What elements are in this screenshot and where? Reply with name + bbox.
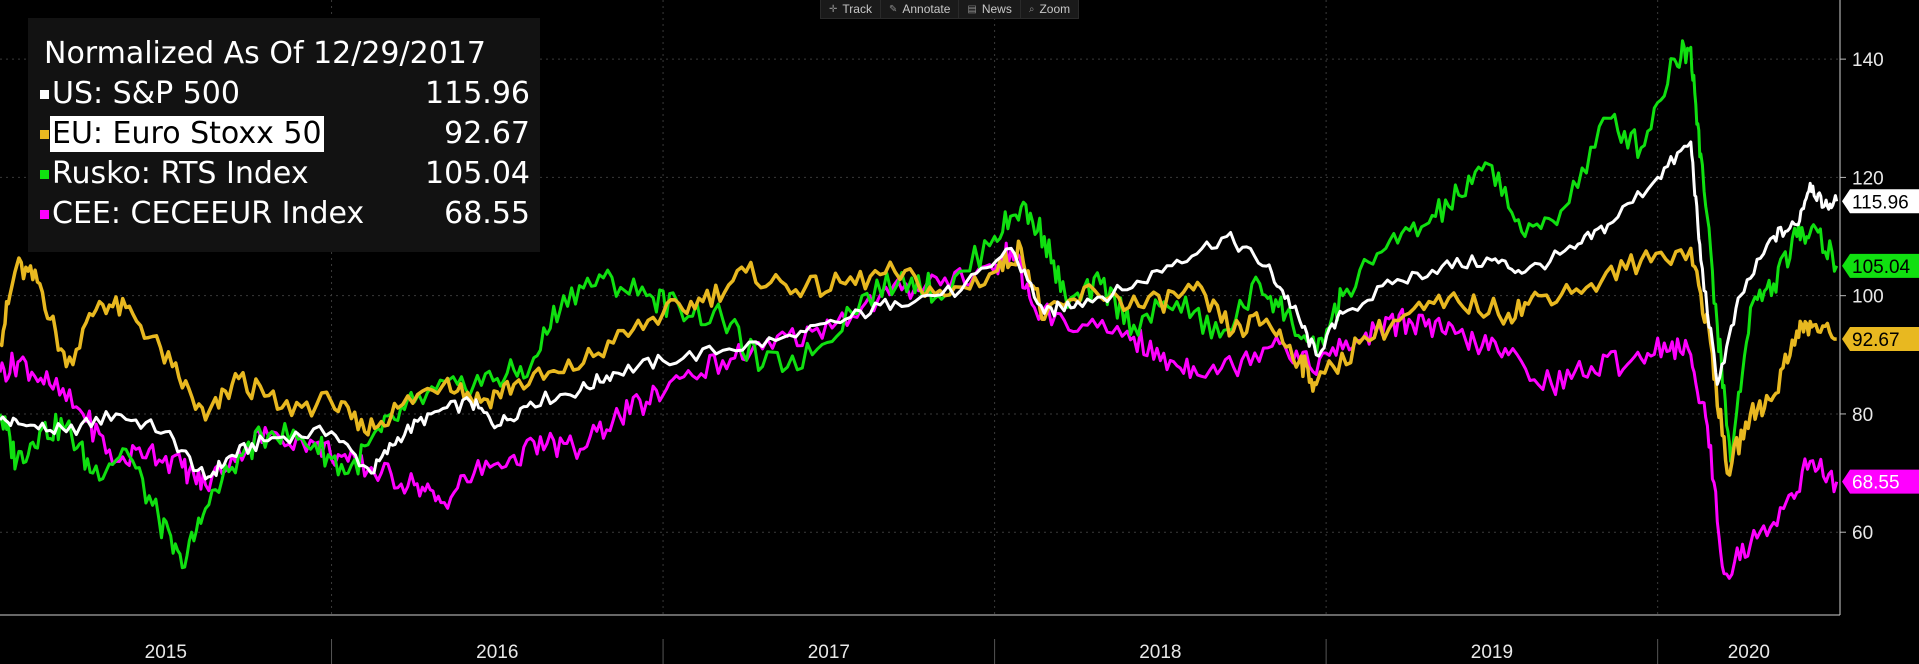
- last-value-badge: 115.96: [1842, 189, 1919, 214]
- y-tick-label: 140: [1852, 50, 1884, 71]
- legend-series-name: CEE: CECEEUR Index: [52, 196, 365, 231]
- last-value-badge: 92.67: [1842, 327, 1919, 352]
- annotate-label: Annotate: [902, 2, 951, 16]
- series-line: [0, 140, 1839, 481]
- series-line: [0, 39, 1839, 570]
- last-value-label: 68.55: [1852, 473, 1900, 494]
- y-tick-label: 100: [1852, 287, 1884, 308]
- legend-entry: Rusko: RTS Index 105.04: [40, 156, 530, 196]
- legend-series-name: EU: Euro Stoxx 50: [50, 116, 324, 152]
- legend-swatch: [40, 210, 49, 219]
- last-value-badge-bg: [1842, 327, 1919, 352]
- legend-series-value: 105.04: [425, 156, 530, 191]
- x-tick-label: 2018: [1139, 642, 1181, 663]
- legend-entry: US: S&P 500 115.96: [40, 76, 530, 116]
- x-tick-label: 2020: [1728, 642, 1770, 663]
- news-icon: ▤: [967, 3, 977, 15]
- track-label: Track: [842, 2, 872, 16]
- x-tick-label: 2019: [1471, 642, 1513, 663]
- legend-series-value: 115.96: [425, 76, 530, 111]
- last-value-badge-bg: [1842, 469, 1919, 494]
- news-label: News: [981, 2, 1012, 16]
- track-button[interactable]: ✛ Track: [821, 0, 881, 18]
- zoom-button[interactable]: ⌕ Zoom: [1021, 0, 1078, 18]
- x-tick-label: 2015: [145, 642, 187, 663]
- last-value-label: 105.04: [1852, 257, 1911, 278]
- legend-series-name: Rusko: RTS Index: [52, 156, 309, 191]
- magnifier-icon: ⌕: [1028, 3, 1035, 15]
- last-value-badge: 105.04: [1842, 253, 1919, 278]
- legend-entry: EU: Euro Stoxx 50 92.67: [40, 116, 530, 156]
- y-tick-label: 120: [1852, 168, 1884, 189]
- last-value-badge: 68.55: [1842, 469, 1919, 494]
- legend-title: Normalized As Of 12/29/2017: [44, 36, 486, 71]
- x-tick-label: 2017: [808, 642, 850, 663]
- legend-swatch: [40, 90, 49, 99]
- legend-entry: CEE: CECEEUR Index 68.55: [40, 196, 530, 236]
- crosshair-icon: ✛: [829, 3, 838, 15]
- zoom-label: Zoom: [1039, 2, 1071, 16]
- annotate-button[interactable]: ✎ Annotate: [881, 0, 960, 18]
- x-tick-label: 2016: [476, 642, 518, 663]
- pencil-icon: ✎: [888, 3, 898, 15]
- news-button[interactable]: ▤ News: [959, 0, 1021, 18]
- chart-toolbar: ✛ Track ✎ Annotate ▤ News ⌕ Zoom: [820, 0, 1080, 19]
- legend-series-value: 92.67: [444, 116, 530, 151]
- y-tick-label: 60: [1852, 523, 1873, 544]
- legend-swatch: [40, 170, 49, 179]
- last-value-label: 115.96: [1852, 192, 1909, 213]
- last-value-label: 92.67: [1852, 330, 1900, 351]
- legend-series-value: 68.55: [444, 196, 530, 231]
- last-value-badge-bg: [1842, 189, 1919, 214]
- legend-series-name: US: S&P 500: [52, 76, 240, 111]
- chart-legend: Normalized As Of 12/29/2017 US: S&P 500 …: [28, 18, 540, 252]
- series-line: [0, 239, 1837, 477]
- y-tick-label: 80: [1852, 405, 1873, 426]
- legend-swatch: [40, 130, 49, 139]
- last-value-badge-bg: [1842, 253, 1919, 278]
